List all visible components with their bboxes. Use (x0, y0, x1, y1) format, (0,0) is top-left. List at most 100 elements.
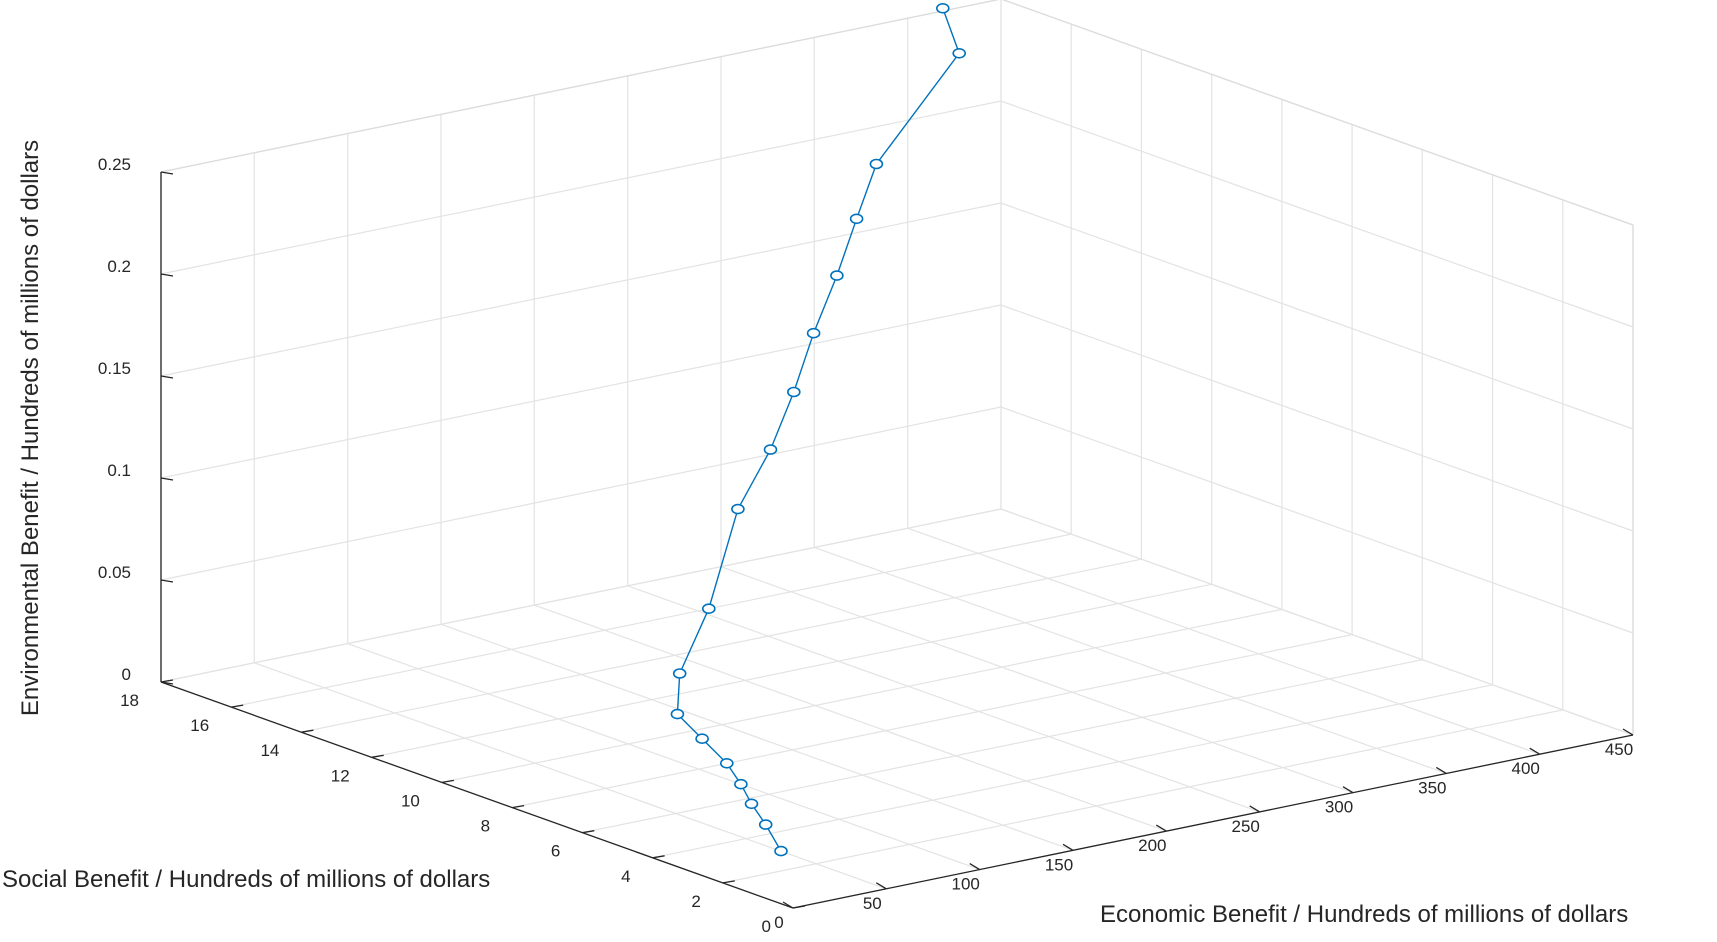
floor-grid-line-y (511, 634, 1353, 809)
x-axis-tick (1155, 824, 1167, 832)
z-axis-tick (160, 375, 174, 379)
axes-layer (160, 171, 1634, 909)
data-point (830, 270, 844, 281)
side-wall-grid-line-z (1000, 508, 1634, 736)
data-point (695, 733, 709, 745)
x-axis-tick (1342, 786, 1354, 794)
side-wall-grid-line-z (1000, 406, 1634, 634)
back-wall-grid-line-z (160, 202, 1002, 377)
data-point (701, 603, 716, 615)
data-point (952, 47, 967, 59)
z-tick-label: 0.15 (98, 359, 131, 378)
data-point (744, 798, 759, 810)
y-axis-tick (441, 779, 455, 784)
floor-grid-line-y (231, 533, 1072, 708)
y-tick-label: 6 (551, 842, 560, 861)
floor-grid-line-x (534, 604, 1167, 832)
x-axis-tick (1062, 843, 1074, 851)
floor-grid-line-x (347, 643, 980, 871)
x-tick-label: 0 (774, 913, 783, 932)
x-axis-tick (1249, 805, 1261, 813)
y-tick-label: 10 (401, 791, 420, 810)
z-tick-label: 0.25 (98, 155, 131, 174)
data-point (935, 3, 950, 14)
y-axis-tick (652, 855, 665, 859)
y-axis-tick (511, 804, 525, 809)
y-tick-label: 4 (621, 867, 630, 886)
data-point (758, 819, 773, 830)
floor-grid-line-y (582, 659, 1423, 834)
data-point (849, 213, 864, 225)
y-tick-label: 14 (260, 741, 279, 760)
z-axis-tick (160, 477, 174, 481)
y-tick-label: 8 (481, 817, 490, 836)
data-point (774, 845, 788, 857)
floor-grid-line-x (440, 623, 1074, 851)
z-axis-tick (160, 579, 174, 583)
box-edge-top-side (1001, 0, 1634, 226)
labels-layer: Environmental Benefit / Hundreds of mill… (2, 140, 1633, 936)
x-axis-tick (969, 863, 981, 871)
data-point (719, 757, 734, 769)
data-point (763, 444, 778, 455)
y-tick-label: 12 (331, 766, 350, 785)
y-axis-tick (722, 880, 735, 884)
y-axis-title: Social Benefit / Hundreds of millions of… (2, 866, 490, 893)
y-axis-tick (160, 679, 174, 683)
z-axis-title: Environmental Benefit / Hundreds of mill… (17, 140, 44, 716)
z-tick-label: 0.05 (98, 563, 131, 582)
y-tick-label: 0 (762, 917, 771, 936)
x-axis-title: Economic Benefit / Hundreds of millions … (1100, 901, 1628, 928)
data-point (869, 158, 884, 170)
side-wall-grid-line-z (1000, 202, 1634, 430)
floor-grid-line-x (720, 566, 1354, 794)
back-wall-grid-line-z (160, 100, 1002, 275)
data-point (731, 503, 745, 515)
z-tick-label: 0 (122, 665, 131, 684)
x-axis-tick (782, 901, 794, 909)
back-wall-grid-line-z (160, 508, 1002, 683)
data-point (786, 386, 801, 398)
y-axis-tick (582, 830, 595, 834)
back-wall-grid-line-z (160, 304, 1002, 479)
z-tick-label: 0.2 (107, 257, 131, 276)
grid-layer (160, 0, 1634, 909)
x-axis-tick (1622, 728, 1634, 736)
floor-grid-line-x (627, 585, 1260, 813)
floor-grid-line-y (722, 709, 1563, 884)
x-tick-label: 400 (1512, 759, 1540, 778)
floor-grid-line-x (907, 527, 1540, 755)
y-tick-label: 18 (120, 691, 139, 710)
y-axis-line (160, 681, 794, 909)
z-tick-label: 0.1 (107, 461, 131, 480)
y-tick-label: 16 (190, 716, 209, 735)
x-tick-label: 250 (1232, 817, 1260, 836)
x-tick-label: 450 (1605, 740, 1633, 759)
x-tick-label: 350 (1418, 778, 1446, 797)
data-point (806, 327, 821, 339)
x-tick-label: 50 (863, 894, 882, 913)
data-point (670, 708, 685, 720)
x-axis-line (792, 734, 1634, 909)
x-axis-tick (875, 882, 887, 890)
z-axis-tick (160, 171, 174, 175)
z-axis-tick (160, 273, 174, 277)
side-wall-grid-line-z (1000, 100, 1634, 328)
x-tick-label: 150 (1045, 855, 1073, 874)
x-axis-tick (1435, 766, 1447, 774)
floor-grid-line-x (814, 546, 1447, 774)
y-axis-tick (231, 704, 244, 708)
data-point (734, 778, 748, 790)
data-point (672, 668, 687, 679)
y-tick-label: 2 (691, 892, 700, 911)
x-tick-label: 200 (1138, 836, 1166, 855)
floor-grid-line-y (301, 558, 1142, 733)
floor-grid-line-y (652, 684, 1493, 859)
box-edge-top-back (160, 0, 1000, 173)
floor-grid-line-y (441, 608, 1283, 783)
z-axis-tick (160, 681, 174, 685)
series-layer (670, 3, 967, 857)
floor-grid-line-y (371, 583, 1212, 758)
